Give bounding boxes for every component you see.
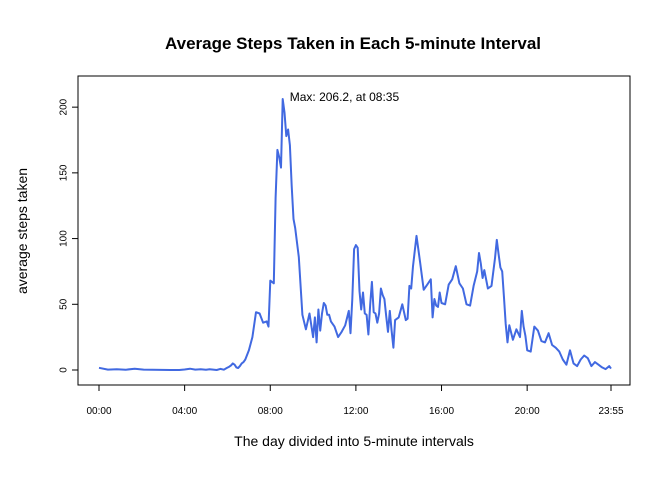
y-tick-label: 0 bbox=[59, 367, 70, 373]
x-tick-label: 20:00 bbox=[515, 406, 540, 417]
x-axis-title: The day divided into 5-minute intervals bbox=[234, 433, 474, 449]
x-tick-label: 12:00 bbox=[343, 406, 368, 417]
x-tick-label: 08:00 bbox=[258, 406, 283, 417]
series-line bbox=[98, 98, 612, 371]
y-axis: 0 50 100 150 200 bbox=[59, 98, 79, 373]
x-tick-label: 16:00 bbox=[429, 406, 454, 417]
x-tick-label: 00:00 bbox=[86, 406, 111, 417]
x-axis: 00:00 04:00 08:00 12:00 16:00 20:00 23:55 bbox=[86, 384, 624, 417]
y-tick-label: 200 bbox=[59, 98, 70, 115]
x-tick-label: 04:00 bbox=[172, 406, 197, 417]
y-tick-label: 50 bbox=[59, 298, 70, 310]
max-annotation: Max: 206.2, at 08:35 bbox=[290, 90, 400, 104]
series-layer bbox=[98, 98, 612, 371]
y-axis-title: average steps taken bbox=[14, 168, 30, 294]
y-tick-label: 150 bbox=[59, 164, 70, 181]
chart-title: Average Steps Taken in Each 5-minute Int… bbox=[165, 34, 541, 53]
y-tick-label: 100 bbox=[59, 230, 70, 247]
x-tick-label: 23:55 bbox=[598, 406, 623, 417]
